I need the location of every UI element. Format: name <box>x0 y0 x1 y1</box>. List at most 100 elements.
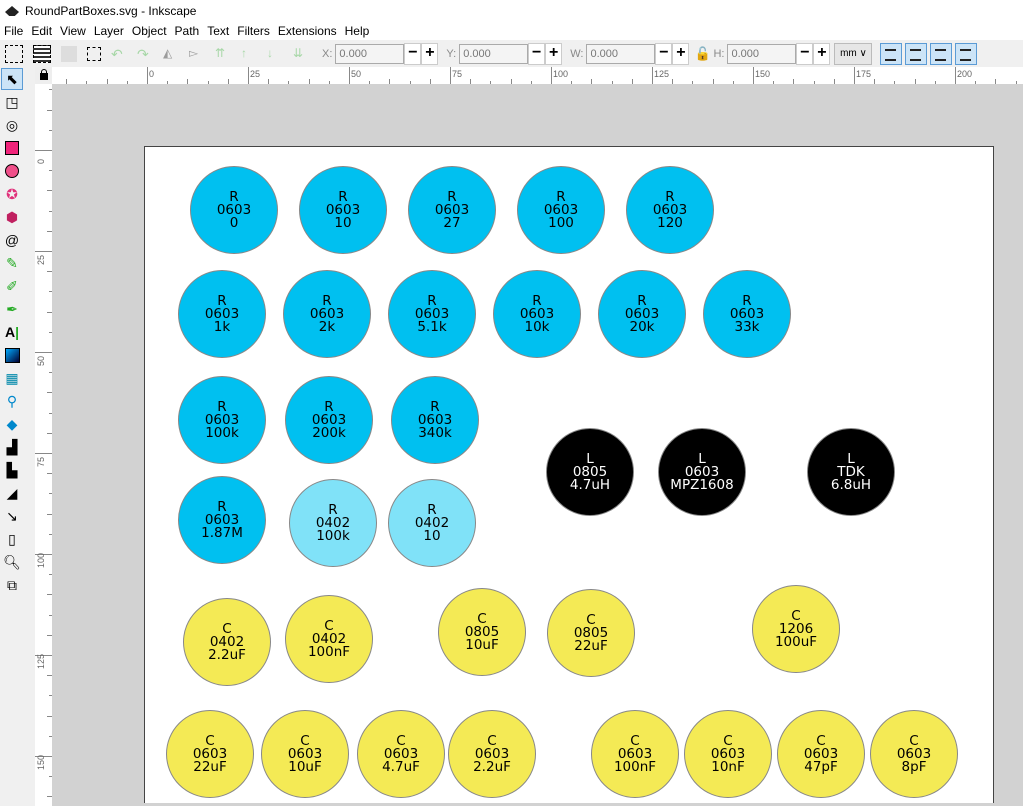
rectangle-tool-icon[interactable] <box>1 137 23 159</box>
unit-select[interactable]: mm ∨ <box>834 42 873 65</box>
part-circle-c[interactable]: C 0603 47pF <box>777 710 865 798</box>
star-tool-icon[interactable]: ✪ <box>6 185 18 202</box>
menu-object[interactable]: Object <box>131 24 167 38</box>
select-same-icon[interactable] <box>87 46 101 61</box>
part-type: L <box>698 450 706 467</box>
part-circle-r[interactable]: R 0603 10k <box>493 270 581 358</box>
part-circle-c[interactable]: C 0603 10nF <box>684 710 772 798</box>
menu-view[interactable]: View <box>60 24 86 38</box>
x-decrement-button[interactable]: − <box>404 42 422 65</box>
mesh-tool-icon[interactable]: ▦ <box>5 369 19 386</box>
menu-path[interactable]: Path <box>174 24 200 38</box>
y-decrement-button[interactable]: − <box>528 42 546 65</box>
part-value: 4.7uH <box>569 476 611 493</box>
canvas[interactable]: R 0603 0 R 0603 10 R 0603 27 R 0603 100 R 0603 120 R 060… <box>52 84 1023 806</box>
part-circle-c[interactable]: C 0603 10uF <box>261 710 349 798</box>
menu-filters[interactable]: Filters <box>237 24 270 38</box>
part-package: 0603 <box>192 745 228 762</box>
part-circle-c[interactable]: C 0603 4.7uF <box>357 710 445 798</box>
3d-box-tool-icon[interactable]: ⬢ <box>5 208 19 225</box>
spiral-tool-icon[interactable]: @ <box>4 232 20 248</box>
lock-ratio-icon[interactable]: 🔓 <box>694 45 711 61</box>
part-circle-r[interactable]: R 0603 340k <box>391 376 479 464</box>
dropper-tool-icon[interactable]: ⚲ <box>6 392 18 409</box>
part-circle-r[interactable]: R 0603 200k <box>285 376 373 464</box>
zoom-tool-icon[interactable]: 🔍︎ <box>3 553 21 570</box>
measure-tool-icon[interactable]: ⧉ <box>7 576 17 593</box>
part-circle-c[interactable]: C 0402 100nF <box>285 595 373 683</box>
y-increment-button[interactable]: + <box>545 42 563 65</box>
part-circle-r[interactable]: R 0603 0 <box>190 166 278 254</box>
part-circle-r[interactable]: R 0603 100 <box>517 166 605 254</box>
width-decrement-button[interactable]: − <box>655 42 673 65</box>
menu-text[interactable]: Text <box>207 24 230 38</box>
part-type: C <box>816 732 826 749</box>
part-circle-c[interactable]: C 0603 2.2uF <box>448 710 536 798</box>
part-circle-r[interactable]: R 0603 1.87M <box>178 476 266 564</box>
part-type: R <box>217 398 227 415</box>
menu-edit[interactable]: Edit <box>31 24 53 38</box>
text-tool-icon[interactable]: A | <box>4 324 20 340</box>
part-circle-c[interactable]: C 0603 100nF <box>591 710 679 798</box>
width-input[interactable]: 0.000 <box>586 43 656 64</box>
part-value: 2.2uF <box>473 758 511 775</box>
selector-tool-icon[interactable]: ⬉ <box>1 68 23 90</box>
part-circle-r[interactable]: R 0603 5.1k <box>388 270 476 358</box>
x-increment-button[interactable]: + <box>421 42 439 65</box>
y-input[interactable]: 0.000 <box>459 43 529 64</box>
part-circle-c[interactable]: C 0805 10uF <box>438 588 526 676</box>
select-all-icon[interactable] <box>5 44 23 63</box>
menu-layer[interactable]: Layer <box>93 24 124 38</box>
part-circle-l[interactable]: L TDK 6.8uH <box>807 428 895 516</box>
pencil-tool-icon[interactable]: ✐ <box>6 277 18 294</box>
part-circle-r[interactable]: R 0603 100k <box>178 376 266 464</box>
part-circle-l[interactable]: L 0603 MPZ1608 <box>658 428 746 516</box>
eraser-icon[interactable]: ◢ <box>6 484 18 501</box>
bezier-tool-icon[interactable]: ✎ <box>6 254 18 271</box>
paint-bucket-tool-icon[interactable]: ◆ <box>6 415 18 432</box>
w-label: W: <box>570 47 584 60</box>
part-circle-r[interactable]: R 0603 120 <box>626 166 714 254</box>
menu-extensions[interactable]: Extensions <box>277 24 337 38</box>
part-circle-r[interactable]: R 0603 33k <box>703 270 791 358</box>
part-circle-c[interactable]: C 0603 22uF <box>166 710 254 798</box>
gradient-tool-icon[interactable] <box>1 344 23 366</box>
part-circle-c[interactable]: C 0603 8pF <box>870 710 958 798</box>
part-circle-r[interactable]: R 0603 10 <box>299 166 387 254</box>
width-increment-button[interactable]: + <box>672 42 690 65</box>
node-tool-icon[interactable]: ◳ <box>5 93 19 110</box>
horizontal-ruler[interactable]: 0 25 50 75 100 125 150 175 200 <box>52 67 1023 84</box>
part-circle-r[interactable]: R 0603 1k <box>178 270 266 358</box>
vertical-ruler[interactable]: 0 25 50 75 100 125 150 <box>35 84 52 806</box>
part-circle-c[interactable]: C 0402 2.2uF <box>183 598 271 686</box>
eraser-tool-icon[interactable]: ▟ <box>6 438 18 455</box>
spray-tool-icon[interactable]: ▙ <box>6 461 18 478</box>
pages-tool-icon[interactable]: ▯ <box>8 530 16 547</box>
calligraphy-tool-icon[interactable]: ✒ <box>6 300 18 317</box>
part-circle-r[interactable]: R 0603 20k <box>598 270 686 358</box>
guide-lock-icon[interactable] <box>35 67 52 84</box>
part-circle-r[interactable]: R 0402 100k <box>289 479 377 567</box>
scale-corners-toggle-icon[interactable] <box>905 42 928 65</box>
x-input[interactable]: 0.000 <box>335 43 405 64</box>
part-circle-r[interactable]: R 0402 10 <box>388 479 476 567</box>
tweak-tool-icon[interactable]: ◎ <box>5 116 19 133</box>
part-circle-c[interactable]: C 0805 22uF <box>547 589 635 677</box>
part-circle-r[interactable]: R 0603 27 <box>408 166 496 254</box>
connector-tool-icon[interactable]: ↘ <box>6 507 18 524</box>
select-all-layers-icon[interactable] <box>33 44 51 63</box>
menu-help[interactable]: Help <box>344 24 370 38</box>
height-increment-button[interactable]: + <box>813 42 831 65</box>
scale-stroke-toggle-icon[interactable] <box>880 42 903 65</box>
part-circle-l[interactable]: L 0805 4.7uH <box>546 428 634 516</box>
circle-tool-icon[interactable] <box>1 160 23 182</box>
part-circle-r[interactable]: R 0603 2k <box>283 270 371 358</box>
part-package: 0603 <box>204 305 240 322</box>
part-type: C <box>324 617 334 634</box>
part-circle-c[interactable]: C 1206 100uF <box>752 585 840 673</box>
transform-patterns-toggle-icon[interactable] <box>955 42 978 65</box>
height-decrement-button[interactable]: − <box>796 42 814 65</box>
transform-gradients-toggle-icon[interactable] <box>930 42 953 65</box>
height-input[interactable]: 0.000 <box>727 43 797 64</box>
menu-file[interactable]: File <box>4 24 24 38</box>
